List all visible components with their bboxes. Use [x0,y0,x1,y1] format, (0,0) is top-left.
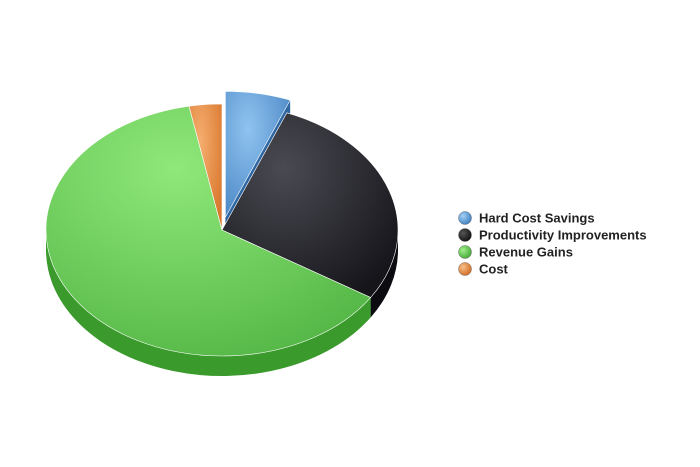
legend-marker-revenue-gains[interactable] [458,245,472,259]
pie-side-productivity-improvements [370,230,398,318]
pie-slice-revenue-gains[interactable] [45,105,372,357]
pie-side-revenue-gains [45,230,371,376]
legend-label-productivity-improvements[interactable]: Productivity Improvements [479,228,647,243]
legend-label-cost[interactable]: Cost [479,262,509,277]
pie-slice-cost[interactable] [188,103,223,231]
legend: Hard Cost Savings Productivity Improvemen… [458,211,647,277]
pie-slice-hard-cost-savings[interactable] [225,90,291,218]
legend-label-revenue-gains[interactable]: Revenue Gains [479,245,573,260]
pie-slice-productivity-improvements[interactable] [221,112,399,298]
legend-label-hard-cost-savings[interactable]: Hard Cost Savings [479,211,595,226]
legend-marker-cost[interactable] [458,262,472,276]
pie-slices [45,90,399,357]
legend-marker-hard-cost-savings[interactable] [458,211,472,225]
legend-marker-productivity-improvements[interactable] [458,228,472,242]
